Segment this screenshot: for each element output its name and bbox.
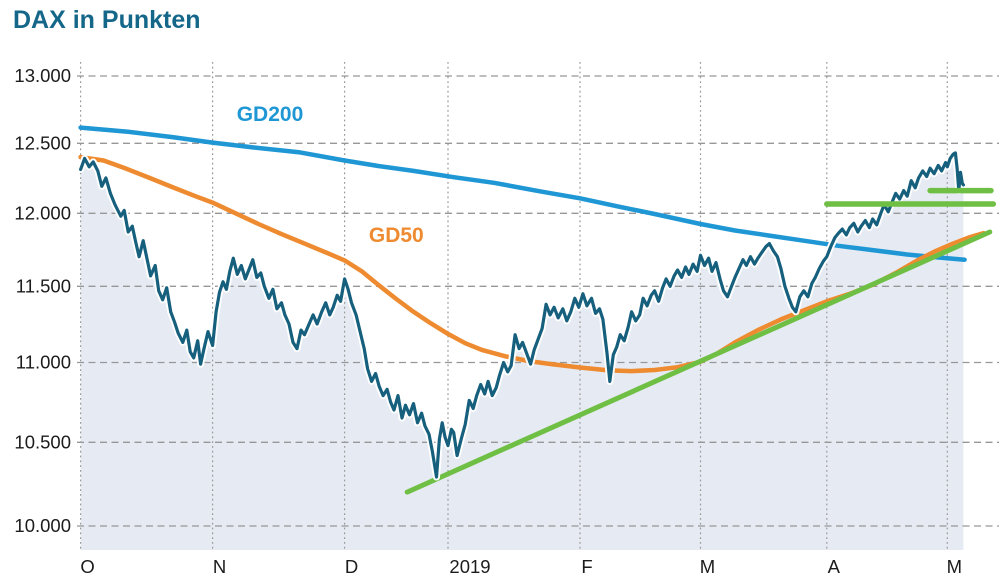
x-axis-tick-label: A <box>828 556 841 577</box>
y-axis-tick-label: 10.000 <box>14 515 71 536</box>
gd200-line <box>78 125 967 262</box>
gd200-label: GD200 <box>237 103 304 126</box>
y-axis-tick-label: 13.000 <box>14 65 71 86</box>
gd50-label: GD50 <box>369 224 424 247</box>
x-axis-tick-label: M <box>947 556 962 577</box>
y-axis-tick-label: 10.500 <box>14 431 71 452</box>
y-axis-tick-label: 12.000 <box>14 202 71 223</box>
price-line <box>78 151 966 479</box>
y-axis-tick-label: 11.500 <box>16 275 71 296</box>
y-axis-tick-label: 11.000 <box>16 352 71 373</box>
x-axis-tick-label: 2019 <box>449 556 490 577</box>
support-trendline <box>404 229 993 495</box>
y-axis-tick-label: 12.500 <box>14 132 71 153</box>
x-axis-tick-label: F <box>581 556 592 577</box>
x-axis-tick-label: D <box>345 556 358 577</box>
x-axis-tick-label: N <box>213 556 226 577</box>
x-axis-tick-label: O <box>80 556 94 577</box>
price-area-fill <box>80 152 964 550</box>
x-axis-tick-label: M <box>700 556 715 577</box>
chart-title: DAX in Punkten <box>13 6 201 34</box>
